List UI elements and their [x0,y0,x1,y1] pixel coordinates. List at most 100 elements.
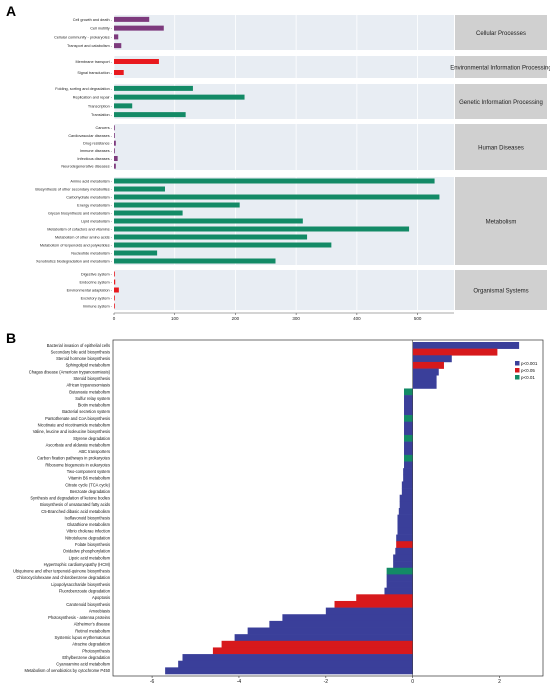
group-label: Cellular Processes [476,31,526,37]
bar [282,614,413,622]
category-label: Photosynthesis - antenna proteins [48,615,110,620]
category-label: Energy metabolism - [77,203,113,207]
bar [404,395,413,403]
bar [114,85,193,91]
category-label: Steroid biosynthesis [73,376,110,381]
category-label: Cardiovascular diseases - [68,134,112,138]
category-label: Oxidative phosphorylation [63,549,111,554]
bar [114,140,116,146]
bar [269,620,413,628]
bar [114,94,245,100]
category-label: Hypertrophic cardiomyopathy (HCM) [44,562,111,567]
category-label: Excretory system - [81,296,113,300]
bar [404,421,413,429]
category-label: Ethylbenzene degradation [62,655,110,660]
category-label: Vitamin B6 metabolism [68,476,110,481]
category-label: Environmental adaptation - [67,288,113,292]
category-label: Vibrio cholerae infection [66,529,110,534]
bar [356,594,413,602]
category-label: Glycan biosynthesis and metabolism - [48,211,113,215]
category-label: Metabolism of other amino acids - [55,235,113,239]
bar [393,554,413,562]
category-label: Ascorbate and aldarate metabolism [46,442,111,447]
bar [399,494,413,502]
bar [114,125,115,131]
category-label: Retinol metabolism [75,628,110,633]
group-plot-background [114,56,454,78]
x-tick-label: 200 [232,316,240,321]
bar [212,647,413,655]
category-label: Lipid metabolism - [81,219,113,223]
x-tick-label: -2 [324,679,329,684]
category-label: Styrene degradation [73,436,111,441]
category-label: Metabolism of xenobiotics by cytochrome … [24,668,110,673]
category-label: Biosynthesis of unsaturated fatty acids [40,502,110,507]
category-label: Immune diseases - [80,149,113,153]
bar [325,607,413,615]
category-label: Ribosome biogenesis in eukaryotes [45,462,110,467]
category-label: Replication and repair - [73,96,113,100]
bar [397,514,413,522]
x-tick-label: -4 [237,679,242,684]
bar [412,342,520,349]
x-tick-label: 2 [498,679,501,684]
bar [114,103,133,109]
category-label: Systemic lupus erythematosus [54,635,110,640]
bar [114,25,164,31]
group-plot-background [114,124,454,170]
bar [401,488,413,496]
x-tick-label: 0 [113,316,116,321]
category-label: Xenobiotics biodegradation and metabolis… [36,259,113,263]
x-tick-label: 500 [414,316,422,321]
bar [114,242,332,248]
legend-label: p<0.001 [521,361,538,366]
bar [404,415,413,422]
category-label: Carbohydrate metabolism - [66,195,113,199]
bar [114,303,115,309]
bar [404,441,413,449]
bar [404,434,413,442]
bar [404,428,413,436]
bar [396,534,413,542]
category-label: Nitrotoluene degradation [65,535,111,540]
category-label: Immune system - [83,304,113,308]
bar [114,16,150,22]
category-label: Benzoate degradation [70,489,111,494]
legend-label: p<0.01 [521,375,535,380]
category-label: Photosynthesis [82,648,110,653]
bar [397,521,413,529]
panel-a-label: A [6,3,16,19]
category-label: Cellular community - prokaryotes - [54,35,113,39]
bar [114,210,183,216]
category-label: Steroid hormone biosynthesis [56,356,110,361]
panel-a-chart: Cellular Processes Cell growth and death … [35,15,550,321]
group-label-box [455,15,547,50]
category-label: Valine, leucine and isoleucine biosynthe… [33,429,110,434]
category-label: C5-Branched dibasic acid metabolism [41,509,110,514]
bar [399,501,413,509]
category-label: Neurodegenerative diseases - [61,165,112,169]
category-label: Translation - [91,113,113,117]
category-label: Lipoic acid metabolism [69,555,111,560]
bar [412,381,437,389]
bar [114,218,303,224]
category-label: Cell motility - [90,27,112,31]
category-label: Bacterial secretion system [62,409,110,414]
bar [404,388,413,396]
category-label: Biotin metabolism [78,403,111,408]
bar [114,250,158,256]
legend-swatch [515,361,520,366]
group-label-box [455,270,547,310]
category-label: Apoptosis [92,595,110,600]
category-label: Cell growth and death - [73,18,113,22]
bar [114,226,410,232]
group-label: Organismal Systems [473,289,528,295]
category-label: Secondary bile acid biosynthesis [51,349,110,354]
group-label: Metabolism [486,220,517,226]
category-label: Transcription - [88,104,113,108]
category-label: Atrazine degradation [72,642,111,647]
category-label: Cyanoamino acid metabolism [56,662,110,667]
category-label: Biosynthesis of other secondary metaboli… [35,187,112,191]
bar [221,640,413,648]
